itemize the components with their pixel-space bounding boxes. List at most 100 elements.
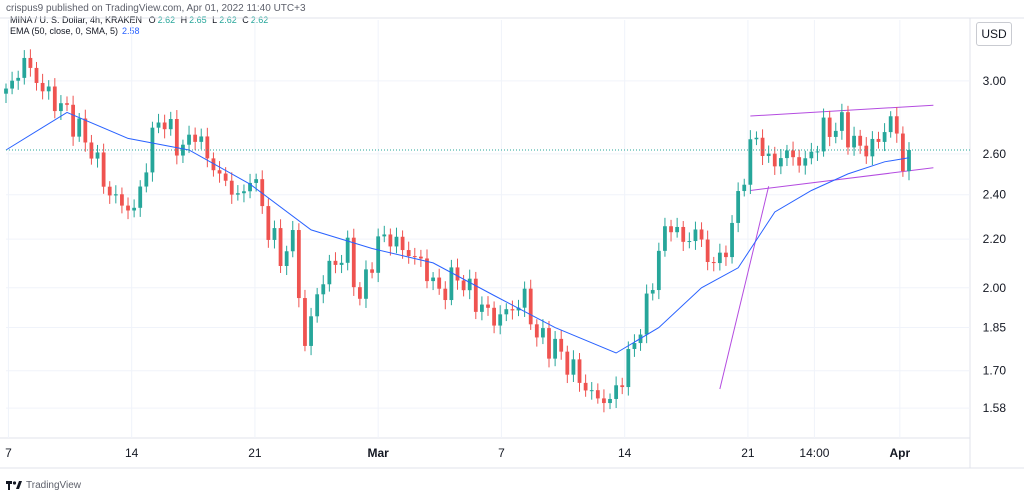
candle-body: [357, 287, 362, 299]
candle-body: [10, 80, 14, 89]
candle-body: [278, 228, 283, 266]
candle-body: [650, 290, 655, 294]
candle-body: [443, 288, 448, 301]
channel-lower-line: [750, 167, 934, 191]
x-tick-label: 14: [125, 446, 139, 460]
ema-layer: [5, 111, 970, 354]
candle-body: [211, 158, 216, 171]
candle-body: [864, 145, 869, 157]
ohlc-high-label: H: [180, 15, 188, 25]
candle-body: [437, 277, 442, 289]
candle-body: [711, 262, 716, 264]
candle-body: [644, 293, 649, 335]
candle-body: [242, 191, 246, 194]
chart-grid: [0, 17, 1024, 469]
candle-body: [333, 260, 338, 265]
x-tick-label: 14:00: [799, 446, 829, 460]
candle-body: [181, 144, 185, 156]
candle-body: [882, 132, 887, 142]
candle-body: [583, 382, 588, 391]
candle-body: [71, 104, 76, 137]
candle-body: [681, 226, 686, 242]
candle-body: [418, 256, 423, 259]
candle-body: [656, 250, 661, 291]
candle-body: [52, 86, 57, 112]
candle-body: [16, 77, 21, 81]
candle-body: [351, 237, 356, 288]
y-tick-label: 2.60: [983, 147, 1007, 161]
ohlc-open-label: O: [148, 15, 156, 25]
symbol-name[interactable]: MINA / U. S. Dollar, 4h, KRAKEN: [10, 15, 143, 25]
candle-body: [620, 385, 625, 388]
candle-body: [900, 133, 905, 172]
candle-body: [199, 136, 204, 142]
candle-body: [547, 328, 551, 359]
candle-body: [473, 278, 478, 312]
candle-body: [748, 139, 753, 185]
candle-body: [138, 186, 143, 208]
candle-body: [327, 260, 332, 285]
x-tick-label: 7: [498, 446, 505, 460]
candle-body: [577, 359, 582, 383]
candle-body: [687, 241, 692, 243]
axes-layer: 3.00 2.60 2.40 2.20 2.00 1.85 1.70 1.58 7 14 21 Mar…: [5, 74, 1006, 460]
candle-body: [766, 153, 771, 156]
candle-body: [669, 226, 673, 233]
candle-body: [742, 184, 747, 192]
candle-body: [510, 309, 515, 311]
candle-body: [858, 135, 863, 146]
candle-body: [290, 230, 295, 252]
tradingview-logo-icon: [6, 481, 22, 491]
candle-body: [345, 237, 350, 263]
candle-body: [65, 103, 69, 105]
candle-body: [89, 142, 94, 159]
candle-body: [315, 294, 320, 317]
candle-body: [412, 256, 417, 258]
candle-body: [296, 230, 301, 299]
candle-body: [516, 307, 521, 311]
candle-body: [827, 117, 832, 137]
candle-body: [614, 385, 619, 399]
candle-body: [730, 222, 734, 258]
candle-body: [235, 193, 240, 195]
candle-body: [553, 338, 558, 359]
candle-body: [528, 288, 533, 325]
y-tick-label: 2.40: [983, 188, 1007, 202]
ohlc-close-label: C: [242, 15, 249, 25]
ohlc-close: 2.62: [250, 15, 269, 25]
candle-body: [132, 207, 137, 211]
candle-body: [144, 172, 149, 187]
candle-body: [736, 191, 741, 223]
x-tick-label: 14: [618, 446, 632, 460]
candle-body: [321, 284, 326, 295]
candle-body: [77, 118, 82, 137]
candle-body: [95, 152, 100, 159]
x-tick-label: Apr: [889, 446, 910, 460]
currency-button[interactable]: USD: [976, 22, 1012, 46]
candle-body: [156, 122, 161, 128]
candle-body: [174, 119, 179, 156]
candle-body: [40, 82, 45, 92]
y-tick-label: 3.00: [983, 74, 1007, 88]
candle-body: [907, 149, 911, 172]
candle-body: [815, 151, 820, 153]
candle-body: [821, 117, 826, 152]
candle-body: [425, 258, 429, 282]
x-tick-label: 21: [248, 446, 262, 460]
candle-body: [876, 138, 881, 142]
candle-body: [888, 116, 893, 133]
candle-body: [22, 57, 27, 78]
candle-body: [309, 316, 313, 346]
candle-body: [370, 269, 374, 273]
y-tick-label: 1.85: [983, 321, 1007, 335]
candle-body: [461, 280, 466, 291]
candle-body: [388, 234, 393, 247]
candle-body: [797, 157, 802, 166]
candle-body: [534, 324, 539, 338]
candle-body: [589, 390, 594, 392]
candle-body: [260, 179, 265, 207]
indicator-name[interactable]: EMA (50, close, 0, SMA, 5): [10, 26, 119, 36]
candle-body: [559, 338, 564, 352]
